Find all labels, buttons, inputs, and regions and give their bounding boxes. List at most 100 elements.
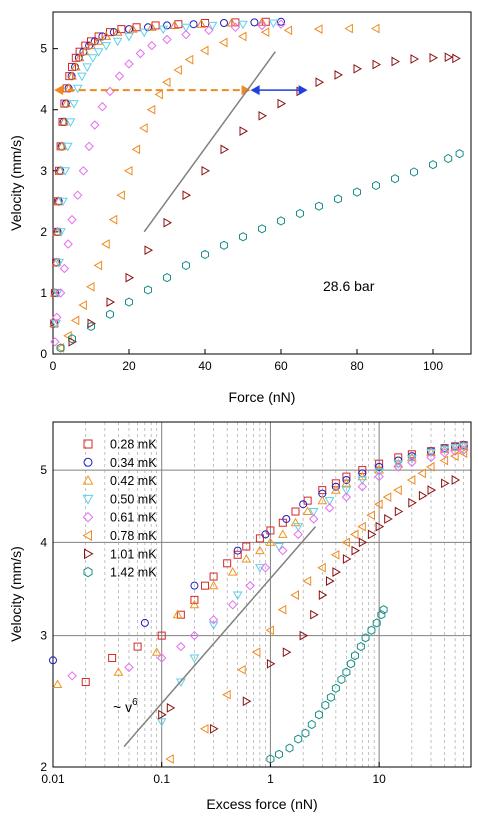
bottom-point bbox=[341, 492, 352, 502]
bottom-point bbox=[124, 662, 134, 673]
bottom-point bbox=[210, 723, 219, 734]
top-point bbox=[105, 86, 115, 97]
bottom-point bbox=[441, 478, 450, 489]
bottom-point bbox=[310, 609, 319, 620]
top-point bbox=[169, 20, 180, 29]
bottom-point bbox=[223, 559, 232, 568]
top-point bbox=[410, 54, 420, 64]
bottom-point bbox=[349, 529, 359, 540]
legend-marker bbox=[82, 494, 94, 505]
bottom-point bbox=[426, 461, 435, 472]
bottom-point bbox=[331, 482, 340, 491]
top-point bbox=[353, 187, 361, 197]
bottom-point bbox=[375, 462, 384, 471]
bottom-point bbox=[356, 642, 365, 652]
top-data-series bbox=[49, 17, 464, 353]
bottom-point bbox=[357, 471, 368, 481]
bottom-point bbox=[189, 630, 200, 641]
legend-marker bbox=[82, 530, 92, 541]
bottom-point bbox=[393, 485, 402, 496]
bottom-series-1-01-mK bbox=[158, 475, 461, 734]
bottom-point bbox=[330, 485, 341, 494]
top-annotations bbox=[54, 51, 308, 233]
legend-entry-label: 0.42 mK bbox=[110, 474, 157, 488]
bottom-y-tick-label: 4 bbox=[40, 535, 47, 549]
top-point bbox=[238, 31, 247, 42]
bottom-point bbox=[439, 445, 450, 455]
top-point bbox=[50, 337, 60, 347]
top-point bbox=[124, 59, 134, 69]
bottom-point bbox=[357, 476, 368, 486]
top-point bbox=[181, 29, 191, 40]
top-point bbox=[196, 19, 207, 28]
legend-marker bbox=[84, 548, 94, 560]
bottom-x-tick-label: 10 bbox=[372, 772, 386, 786]
top-point bbox=[77, 72, 87, 82]
top-series-0-50-mK bbox=[51, 19, 279, 329]
bottom-point bbox=[266, 526, 275, 535]
bottom-point bbox=[374, 467, 385, 477]
bottom-point bbox=[133, 642, 142, 651]
top-point bbox=[334, 70, 344, 80]
top-point bbox=[163, 273, 171, 283]
top-point bbox=[101, 42, 112, 51]
bottom-point bbox=[251, 647, 261, 658]
top-x-tick-label: 100 bbox=[423, 359, 443, 373]
bottom-point bbox=[140, 618, 149, 627]
bottom-series-0-50-mK bbox=[156, 442, 469, 727]
top-x-tick-label: 0 bbox=[50, 359, 57, 373]
legend-marker bbox=[83, 439, 93, 449]
top-point bbox=[181, 23, 191, 33]
bottom-point bbox=[458, 448, 468, 458]
top-point bbox=[127, 24, 138, 33]
bottom-point bbox=[374, 471, 384, 482]
bottom-point bbox=[176, 641, 186, 652]
top-point bbox=[70, 315, 80, 326]
bottom-point bbox=[200, 581, 209, 590]
top-point bbox=[135, 48, 146, 59]
top-series-0-42-mK bbox=[49, 17, 267, 327]
power-law-annotation: ~ v6 bbox=[113, 697, 138, 715]
top-point bbox=[51, 257, 62, 266]
bottom-point bbox=[277, 529, 288, 538]
bottom-point bbox=[113, 667, 124, 676]
bottom-point bbox=[166, 703, 176, 713]
top-point bbox=[124, 32, 134, 42]
top-y-tick-label: 0 bbox=[40, 347, 47, 361]
top-point bbox=[49, 318, 60, 327]
bottom-point bbox=[384, 514, 393, 524]
top-point bbox=[162, 77, 171, 88]
bottom-point bbox=[341, 537, 350, 548]
bottom-point bbox=[67, 671, 77, 681]
top-point bbox=[55, 288, 66, 298]
bottom-point bbox=[209, 572, 218, 581]
top-point bbox=[112, 37, 123, 47]
bottom-point bbox=[227, 566, 238, 576]
bottom-point bbox=[282, 514, 291, 523]
bottom-point bbox=[172, 609, 183, 619]
bottom-point bbox=[277, 604, 287, 615]
bottom-point bbox=[439, 455, 449, 466]
bottom-point bbox=[406, 452, 417, 461]
top-point bbox=[220, 144, 230, 155]
bottom-point bbox=[245, 580, 255, 591]
top-point bbox=[112, 27, 123, 36]
top-point bbox=[146, 104, 156, 115]
bottom-y-tick-label: 5 bbox=[40, 463, 47, 477]
top-point bbox=[101, 31, 112, 40]
top-point bbox=[226, 17, 237, 27]
bottom-point bbox=[375, 521, 385, 532]
bottom-point bbox=[326, 576, 335, 586]
top-point bbox=[163, 21, 171, 30]
top-point bbox=[125, 272, 134, 283]
bottom-point bbox=[439, 448, 450, 458]
top-y-tick-label: 5 bbox=[40, 42, 47, 56]
top-axis-ticks: 0 20 40 60 80 100 0 1 2 3 4 5 bbox=[40, 42, 443, 373]
top-y-tick-label: 1 bbox=[40, 286, 47, 300]
top-point bbox=[315, 77, 324, 88]
bottom-point bbox=[285, 743, 294, 753]
top-point bbox=[79, 46, 90, 56]
legend: 0.28 mK 0.34 mK 0.42 mK 0.50 mK 0.61 mK 0.78 … bbox=[82, 438, 157, 580]
top-x-axis-label: Force (nN) bbox=[229, 389, 296, 405]
top-point bbox=[52, 226, 63, 236]
